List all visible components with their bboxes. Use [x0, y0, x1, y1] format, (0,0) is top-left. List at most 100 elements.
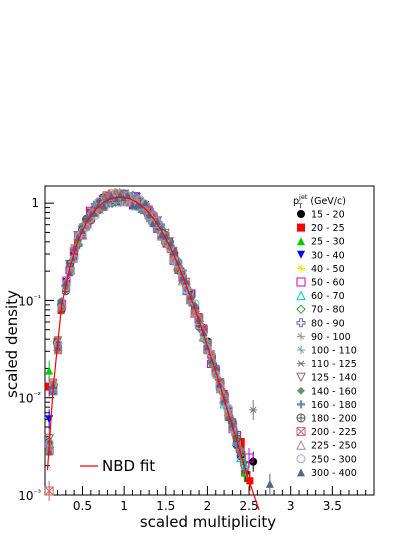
series-180-200: [44, 191, 242, 447]
x-tick-labels: 0.5 1 1.5 2 2.5 3 3.5: [73, 499, 342, 513]
plot-frame: [44, 185, 375, 496]
legend-label: 250 - 300: [311, 454, 357, 465]
legend-label: 300 - 400: [311, 468, 357, 479]
data-point: [45, 366, 54, 375]
data-point: [249, 406, 258, 414]
data-point: [200, 328, 208, 336]
legend-label: 15 - 20: [311, 210, 345, 221]
legend-entry: 300 - 400: [297, 468, 357, 479]
legend-label: 225 - 250: [311, 441, 357, 452]
data-point: [246, 477, 254, 485]
data-point: [177, 276, 187, 286]
data-point: [297, 250, 305, 259]
data-point: [158, 221, 166, 229]
nbd-fit-curve: [46, 196, 260, 511]
data-point: [297, 264, 305, 273]
data-point: [174, 258, 182, 266]
legend-entry: 90 - 100: [297, 332, 351, 343]
legend-entry: 140 - 160: [297, 386, 357, 397]
data-point: [74, 234, 82, 242]
legend-label: 70 - 80: [311, 305, 345, 316]
legend-label: 180 - 200: [311, 414, 357, 425]
legend-entry: 250 - 300: [296, 454, 357, 465]
series-300-400: [45, 191, 274, 494]
data-point: [162, 232, 170, 240]
data-point: [124, 191, 132, 199]
data-point: [297, 237, 305, 246]
legend-label: 160 - 180: [311, 400, 357, 411]
data-point: [74, 240, 83, 249]
data-point: [296, 413, 306, 423]
data-point: [296, 454, 306, 464]
legend-label: 20 - 25: [311, 223, 345, 234]
legend-entry: 225 - 250: [296, 440, 357, 452]
data-point: [115, 198, 124, 207]
x-tick-label: 0.5: [73, 499, 92, 513]
data-point: [191, 302, 199, 310]
legend-entry: 110 - 125: [297, 359, 357, 370]
data-point: [142, 199, 150, 207]
data-point: [157, 231, 165, 239]
legend-label: 200 - 225: [311, 427, 357, 438]
data-point: [44, 486, 54, 496]
data-point: [45, 382, 54, 391]
data-point: [296, 427, 306, 437]
data-point: [297, 468, 305, 477]
data-point: [296, 318, 306, 328]
data-point: [182, 277, 190, 285]
x-tick-label: 1: [120, 499, 128, 513]
data-point: [296, 440, 306, 450]
data-point: [297, 400, 305, 409]
data-point: [265, 479, 274, 488]
series-225-250: [45, 191, 238, 451]
legend-entry: 40 - 50: [297, 264, 345, 275]
data-point: [296, 277, 306, 287]
legend-entry: 100 - 110: [297, 346, 357, 357]
data-point: [149, 219, 157, 227]
data-point: [61, 279, 69, 287]
legend-label: 60 - 70: [311, 291, 345, 302]
x-tick-label: 3.5: [323, 499, 342, 513]
legend-label: 30 - 40: [311, 250, 345, 261]
data-point: [112, 195, 120, 203]
data-point: [296, 290, 306, 301]
legend-entry: 80 - 90: [296, 318, 345, 329]
data-point: [296, 372, 306, 383]
data-point: [116, 191, 124, 199]
fit-legend: NBD fit: [80, 457, 155, 475]
y-tick-label: 10⁻¹: [18, 293, 41, 308]
series-90-100: [46, 188, 244, 458]
y-tick-label: 1: [31, 196, 39, 210]
legend-label: 40 - 50: [311, 264, 345, 275]
series-80-90: [45, 189, 244, 459]
legend-entry: 15 - 20: [297, 210, 345, 221]
y-tick-labels: 10⁻³ 10⁻² 10⁻¹ 1: [18, 196, 41, 503]
x-axis-title: scaled multiplicity: [140, 513, 276, 531]
series-140-160: [46, 192, 240, 447]
series-125-140: [44, 189, 245, 463]
axis-ticks: [45, 202, 367, 496]
legend-entry: 180 - 200: [296, 413, 357, 425]
data-point: [83, 214, 91, 222]
legend-label: 80 - 90: [311, 318, 345, 329]
data-point: [107, 192, 115, 200]
legend-label: 25 - 30: [311, 237, 345, 248]
x-tick-label: 2: [204, 499, 212, 513]
legend-label: 140 - 160: [311, 386, 357, 397]
data-point: [186, 295, 196, 305]
legend-entry: 30 - 40: [297, 250, 345, 261]
y-tick-label: 10⁻²: [18, 391, 41, 406]
series-100-110: [44, 188, 245, 468]
data-point: [297, 223, 305, 232]
legend-label: 90 - 100: [311, 332, 351, 343]
legend-label: 110 - 125: [311, 359, 357, 370]
legend-entry: 25 - 30: [297, 237, 345, 248]
data-point: [297, 346, 305, 354]
data-point: [100, 202, 108, 210]
legend-entry: 60 - 70: [296, 290, 345, 302]
data-point: [94, 201, 102, 209]
x-tick-label: 1.5: [156, 499, 175, 513]
legend-label: 125 - 140: [311, 373, 357, 384]
data-point: [297, 360, 305, 367]
